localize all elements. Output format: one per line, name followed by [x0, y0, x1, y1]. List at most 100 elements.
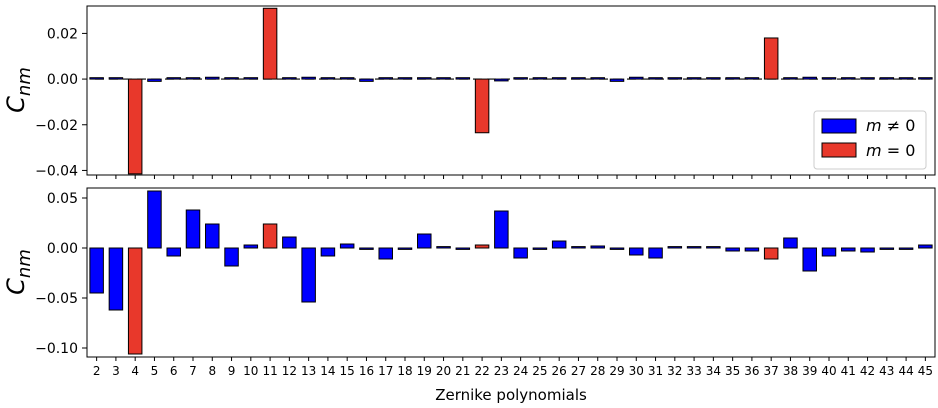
top-bar-z11-m0 — [262, 7, 278, 80]
bottom-bar-z32 — [667, 246, 683, 249]
x-tick-label: 17 — [378, 364, 393, 378]
bottom-bar-z31 — [648, 247, 663, 259]
bottom-y-axis-label: Cnm — [2, 249, 35, 295]
x-tick-label: 40 — [821, 364, 836, 378]
x-tick-label: 29 — [609, 364, 624, 378]
top-bar-z34 — [706, 77, 721, 80]
legend-label-m-nonzero-val: 0 — [905, 116, 915, 135]
top-y-tick-label: −0.04 — [35, 163, 78, 179]
top-bar-z44 — [898, 77, 914, 80]
legend-label-m-nonzero-op: ≠ — [887, 116, 900, 135]
x-tick-label: 13 — [301, 364, 316, 378]
x-tick-label: 3 — [112, 364, 120, 378]
top-bar-z17 — [378, 77, 393, 80]
legend-label-m-zero-val: 0 — [905, 141, 915, 160]
top-y-axis-label-subscript: nm — [14, 67, 35, 96]
bottom-bar-z5 — [147, 190, 162, 249]
top-bar-z13 — [301, 76, 316, 80]
bottom-bar-z41 — [841, 247, 856, 252]
top-bar-z32 — [667, 77, 683, 80]
bottom-bar-z3 — [108, 247, 124, 311]
x-tick-label: 35 — [725, 364, 740, 378]
legend-swatch-m-zero — [821, 142, 857, 158]
top-bar-z4-m0 — [127, 78, 143, 175]
bottom-bar-z9 — [224, 247, 239, 267]
top-bar-z6 — [166, 77, 181, 80]
top-bar-z38 — [783, 77, 798, 80]
legend: m ≠ 0 m = 0 — [813, 110, 927, 170]
x-tick-label: 39 — [802, 364, 817, 378]
x-tick-label: 38 — [783, 364, 798, 378]
bottom-y-axis-label-subscript: nm — [14, 249, 35, 278]
bottom-bar-z16 — [359, 247, 374, 250]
top-y-tick-label: −0.02 — [35, 118, 78, 134]
top-bar-z22-m0 — [474, 78, 490, 134]
x-tick-label: 19 — [417, 364, 432, 378]
top-bar-z29 — [609, 78, 625, 82]
x-tick-label: 23 — [494, 364, 509, 378]
x-tick-label: 30 — [629, 364, 644, 378]
legend-label-m-nonzero: m ≠ 0 — [866, 116, 915, 135]
legend-swatch-m-nonzero — [821, 118, 857, 134]
x-tick-label: 27 — [571, 364, 586, 378]
top-bar-z43 — [879, 77, 895, 80]
x-tick-label: 44 — [898, 364, 913, 378]
bottom-bar-z18 — [397, 247, 413, 250]
top-bar-z10 — [243, 77, 259, 80]
x-tick-label: 7 — [189, 364, 197, 378]
legend-label-m-zero: m = 0 — [866, 141, 915, 160]
x-tick-label: 31 — [648, 364, 663, 378]
x-tick-label: 42 — [860, 364, 875, 378]
bottom-y-ticks: 0.05 0.00 −0.05 −0.10 — [35, 191, 87, 357]
bottom-y-tick-label: 0.00 — [47, 241, 78, 257]
bottom-bar-z34 — [706, 246, 721, 249]
bottom-bar-z40 — [821, 247, 837, 257]
bottom-y-tick-label: −0.10 — [35, 341, 78, 357]
top-bar-z14 — [320, 77, 336, 80]
bottom-bar-z29 — [609, 247, 625, 250]
top-panel: 0.02 0.00 −0.02 −0.04 Cnm m ≠ 0 m = 0 — [2, 5, 936, 179]
bottom-bar-z42 — [860, 247, 875, 253]
legend-label-m-nonzero-var: m — [866, 116, 882, 135]
x-tick-label: 12 — [282, 364, 297, 378]
x-tick-label: 18 — [397, 364, 412, 378]
bottom-y-tick-label: 0.05 — [47, 191, 78, 207]
top-bar-z25 — [532, 77, 548, 80]
x-tick-label: 25 — [532, 364, 547, 378]
bottom-bar-z22-m0 — [474, 244, 490, 249]
top-bar-z26 — [551, 77, 567, 80]
bottom-bar-z8 — [205, 223, 220, 249]
top-y-tick-label: 0.00 — [47, 72, 78, 88]
bottom-bar-z25 — [532, 247, 548, 250]
x-tick-label: 4 — [131, 364, 139, 378]
bottom-bar-z33 — [686, 246, 702, 249]
top-y-axis-label-base: C — [2, 96, 30, 113]
bottom-y-axis-label-base: C — [2, 278, 30, 295]
x-tick-label: 37 — [764, 364, 779, 378]
x-tick-label: 45 — [918, 364, 933, 378]
bottom-bars — [89, 190, 933, 355]
legend-label-m-zero-op: = — [887, 141, 900, 160]
x-tick-label: 20 — [436, 364, 451, 378]
top-y-ticks: 0.02 0.00 −0.02 −0.04 — [35, 26, 87, 179]
x-tick-label: 10 — [243, 364, 258, 378]
x-tick-label: 43 — [879, 364, 894, 378]
top-bar-z27 — [571, 77, 586, 80]
top-bar-z33 — [686, 77, 702, 80]
x-tick-label: 14 — [320, 364, 335, 378]
bottom-bar-z38 — [783, 237, 798, 249]
top-bar-z16 — [359, 78, 374, 82]
bottom-bar-z43 — [879, 247, 895, 250]
bottom-bar-z27 — [571, 246, 586, 249]
top-bar-z36 — [744, 77, 760, 80]
x-tick-label: 28 — [590, 364, 605, 378]
bottom-bar-z6 — [166, 247, 181, 257]
top-bar-z24 — [513, 77, 528, 80]
bottom-bar-z2 — [89, 247, 104, 294]
bottom-bar-z24 — [513, 247, 528, 259]
top-bar-z45 — [918, 77, 933, 80]
top-bar-z5 — [147, 78, 162, 82]
top-y-tick-label: 0.02 — [47, 26, 78, 42]
bottom-bar-z15 — [339, 243, 355, 249]
